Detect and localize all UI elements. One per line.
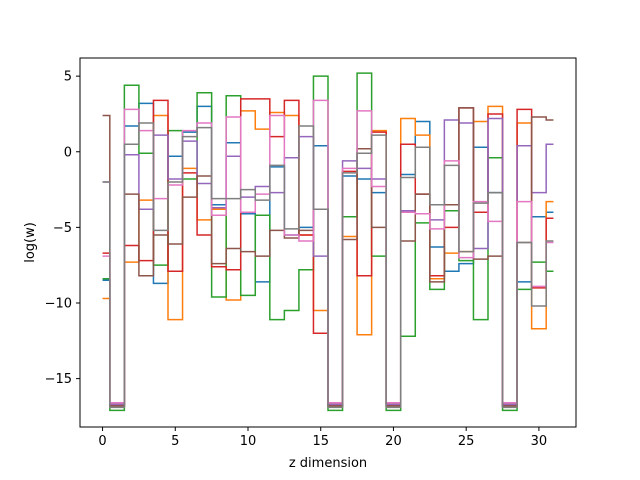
y-tick-label: 0 bbox=[64, 145, 72, 160]
x-tick-label: 30 bbox=[531, 434, 548, 449]
x-tick-label: 25 bbox=[458, 434, 475, 449]
x-tick-label: 5 bbox=[171, 434, 179, 449]
y-tick-label: −10 bbox=[45, 296, 72, 311]
x-tick-label: 15 bbox=[312, 434, 329, 449]
y-axis-label: log(w) bbox=[23, 222, 38, 263]
x-tick-label: 20 bbox=[385, 434, 402, 449]
x-axis: 0 5 10 15 20 25 30 bbox=[98, 427, 547, 449]
series-line-8 bbox=[102, 122, 554, 409]
x-axis-label: z dimension bbox=[289, 456, 367, 471]
x-tick-label: 0 bbox=[98, 434, 106, 449]
y-axis: −15 −10 −5 0 5 bbox=[45, 70, 80, 387]
x-tick-label: 10 bbox=[240, 434, 257, 449]
series-layer bbox=[102, 72, 554, 412]
axes-frame bbox=[79, 57, 577, 428]
y-tick-label: −5 bbox=[53, 221, 72, 236]
y-tick-label: −15 bbox=[45, 372, 72, 387]
y-tick-label: 5 bbox=[64, 70, 72, 85]
